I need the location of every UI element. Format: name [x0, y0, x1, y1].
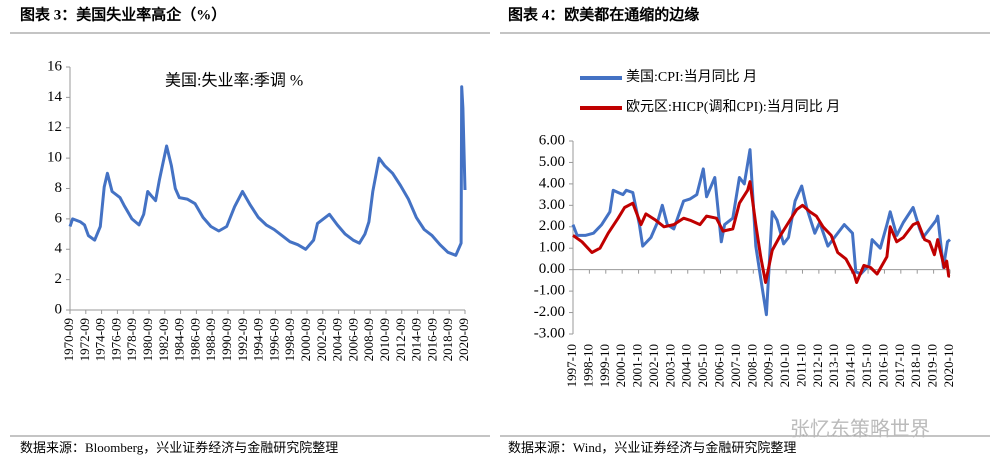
x-tick-label: 2008-10	[744, 344, 759, 387]
x-tick-label: 2007-10	[728, 344, 743, 387]
x-tick-label: 2000-10	[613, 344, 628, 387]
x-tick-label: 2019-10	[925, 344, 940, 387]
source: 数据来源：Wind，兴业证券经济与金融研究院整理	[508, 440, 796, 455]
x-tick-label: 2004-10	[679, 344, 694, 387]
x-tick-label: 2012-10	[810, 344, 825, 387]
x-tick-label: 2014-09	[409, 318, 424, 361]
x-tick-label: 1988-09	[203, 318, 218, 361]
y-tick-label: 1.00	[539, 240, 565, 256]
y-tick-label: 14	[47, 89, 63, 105]
data-line	[68, 85, 467, 257]
x-tick-label: 2003-10	[662, 344, 677, 387]
x-tick-label: 2008-09	[361, 318, 376, 361]
x-tick-label: 2006-09	[345, 318, 360, 361]
x-tick-label: 2010-09	[377, 318, 392, 361]
x-tick-label: 2006-10	[712, 344, 727, 387]
x-tick-label: 1974-09	[93, 318, 108, 361]
x-tick-label: 1976-09	[108, 318, 123, 361]
x-tick-label: 2002-10	[646, 344, 661, 387]
y-tick-label: 16	[47, 58, 63, 74]
y-tick-label: 4.00	[539, 175, 565, 191]
y-tick-label: 8	[55, 180, 63, 196]
y-tick-label: 4	[55, 241, 63, 257]
x-tick-label: 2004-09	[330, 318, 345, 361]
y-tick-label: 10	[47, 150, 62, 166]
y-tick-label: -3.00	[534, 325, 565, 341]
y-tick-label: 2.00	[539, 218, 565, 234]
x-tick-label: 2016-09	[424, 318, 439, 361]
x-tick-label: 2017-10	[892, 344, 907, 387]
watermark: 张忆东策略世界	[790, 417, 930, 441]
x-tick-label: 2020-10	[941, 344, 956, 387]
source: 数据来源：Bloomberg，兴业证券经济与金融研究院整理	[20, 440, 338, 455]
x-tick-label: 2000-09	[298, 318, 313, 361]
y-tick-label: 2	[55, 271, 63, 287]
y-tick-label: 0	[55, 301, 63, 317]
y-tick-label: 6	[55, 210, 63, 226]
x-tick-label: 1982-09	[156, 318, 171, 361]
y-tick-label: 0.00	[539, 261, 565, 277]
legend-label: 美国:CPI:当月同比 月	[626, 69, 757, 85]
x-tick-label: 2016-10	[875, 344, 890, 387]
x-tick-label: 1997-10	[564, 344, 579, 387]
x-tick-label: 2002-09	[314, 318, 329, 361]
y-tick-label: -1.00	[534, 283, 565, 299]
x-tick-label: 2018-10	[908, 344, 923, 387]
x-tick-label: 2010-10	[777, 344, 792, 387]
x-tick-label: 1998-10	[580, 344, 595, 387]
x-tick-label: 1998-09	[282, 318, 297, 361]
chart-title: 图表 4：欧美都在通缩的边缘	[508, 5, 699, 23]
annotation: 美国:失业率:季调 %	[165, 72, 303, 90]
x-tick-label: 1994-09	[251, 318, 266, 361]
x-tick-label: 1970-09	[61, 318, 76, 361]
y-tick-label: 6.00	[539, 132, 565, 148]
x-tick-label: 1972-09	[77, 318, 92, 361]
x-tick-label: 1984-09	[172, 318, 187, 361]
x-tick-label: 1980-09	[140, 318, 155, 361]
x-tick-label: 1990-09	[219, 318, 234, 361]
x-tick-label: 1992-09	[235, 318, 250, 361]
x-tick-label: 1986-09	[187, 318, 202, 361]
y-tick-label: 3.00	[539, 197, 565, 213]
y-tick-label: 5.00	[539, 154, 565, 170]
x-tick-label: 2015-10	[859, 344, 874, 387]
x-tick-label: 1978-09	[124, 318, 139, 361]
y-tick-label: 12	[47, 119, 62, 135]
x-tick-label: 1996-09	[266, 318, 281, 361]
y-tick-label: -2.00	[534, 304, 565, 320]
x-tick-label: 2018-09	[440, 318, 455, 361]
x-tick-label: 2020-09	[456, 318, 471, 361]
chart-title: 图表 3：美国失业率高企（%）	[20, 5, 226, 23]
x-tick-label: 2009-10	[761, 344, 776, 387]
x-tick-label: 2013-10	[826, 344, 841, 387]
x-tick-label: 2014-10	[843, 344, 858, 387]
x-tick-label: 2005-10	[695, 344, 710, 387]
legend-label: 欧元区:HICP(调和CPI):当月同比 月	[626, 99, 840, 115]
x-tick-label: 1999-10	[597, 344, 612, 387]
x-tick-label: 2001-10	[630, 344, 645, 387]
data-line	[572, 180, 951, 284]
x-tick-label: 2011-10	[793, 344, 808, 387]
x-tick-label: 2012-09	[393, 318, 408, 361]
